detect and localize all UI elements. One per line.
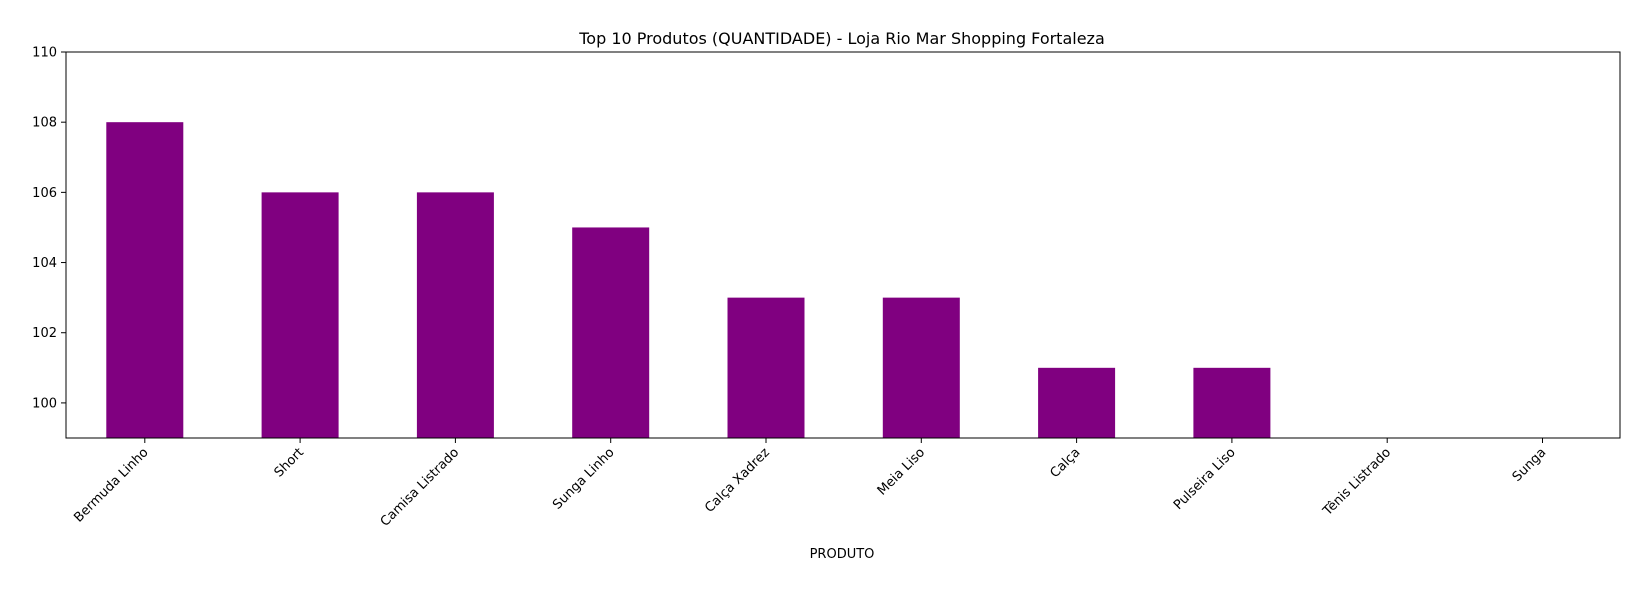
x-tick-label: Sunga [1510, 445, 1550, 485]
bar-3 [416, 192, 494, 438]
bar-2 [261, 192, 339, 438]
x-tick-label: Calça Xadrez [702, 445, 773, 516]
y-tick-label: 104 [32, 256, 57, 271]
y-tick-label: 100 [32, 396, 57, 411]
x-tick-label: Calça [1048, 445, 1084, 481]
y-tick-label: 110 [32, 46, 57, 61]
x-tick-label: Tênis Listrado [1320, 445, 1394, 519]
x-axis: Bermuda Linho Short Camisa Listrado Sunga L… [71, 438, 1549, 530]
x-tick-label: Sunga Linho [550, 445, 617, 512]
bar-5 [727, 297, 805, 438]
bar-6 [882, 297, 960, 438]
plot-frame [65, 51, 1621, 439]
x-tick-label: Short [272, 445, 307, 480]
x-tick-label: Meia Liso [875, 445, 928, 498]
y-tick-label: 106 [32, 186, 57, 201]
y-tick-label: 108 [32, 116, 57, 131]
y-tick-label: 102 [32, 326, 57, 341]
x-tick-label: Bermuda Linho [71, 445, 151, 525]
bars-group [106, 122, 1271, 438]
chart-title: Top 10 Produtos (QUANTIDADE) - Loja Rio … [578, 29, 1105, 48]
bar-4 [572, 227, 650, 438]
x-tick-label: Pulseira Liso [1171, 445, 1239, 513]
bar-7 [1038, 367, 1116, 438]
y-axis: 100 102 104 106 108 110 [32, 46, 66, 411]
bar-1 [106, 122, 184, 438]
x-tick-label: Camisa Listrado [378, 445, 462, 529]
x-axis-label: PRODUTO [810, 547, 875, 562]
bar-8 [1193, 367, 1271, 438]
